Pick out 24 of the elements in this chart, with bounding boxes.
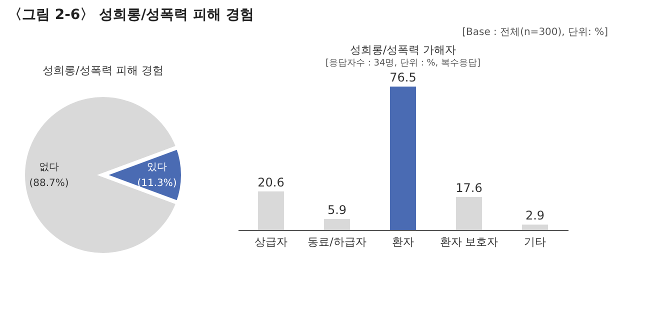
bar xyxy=(456,197,482,230)
x-tick-label: 기타 xyxy=(524,236,546,248)
bar xyxy=(324,218,350,230)
data-label: 20.6 xyxy=(258,175,284,190)
data-label: 5.9 xyxy=(327,202,347,217)
bar xyxy=(522,224,548,230)
chart-title: 성희롱/성폭력 가해자 xyxy=(350,44,456,57)
text: [응답자수 : 34명, 단위 : %, 복수응답] xyxy=(326,58,480,69)
chart-subtitle: 성희롱/성폭력 피해 경험 xyxy=(42,64,164,77)
text: [Base : 전체(n=300), 단위: %] xyxy=(462,27,608,38)
x-tick-label: 동료/하급자 xyxy=(308,236,366,248)
data-label: 17.6 xyxy=(456,181,482,195)
bar xyxy=(258,191,284,230)
data-label: 76.5 xyxy=(390,70,416,85)
bar xyxy=(390,86,416,230)
x-tick-label: 환자 보호자 xyxy=(440,236,498,248)
slice-label: 없다 xyxy=(39,162,59,173)
x-tick-label: 상급자 xyxy=(254,236,288,248)
x-tick-label: 환자 xyxy=(392,236,414,248)
slice-label: 있다 xyxy=(147,162,167,173)
data-label: (11.3%) xyxy=(137,178,177,189)
chart-title: 〈그림 2-6〉 성희롱/성폭력 피해 경험 xyxy=(8,7,254,23)
data-label: 2.9 xyxy=(525,208,545,223)
data-label: (88.7%) xyxy=(29,178,69,189)
